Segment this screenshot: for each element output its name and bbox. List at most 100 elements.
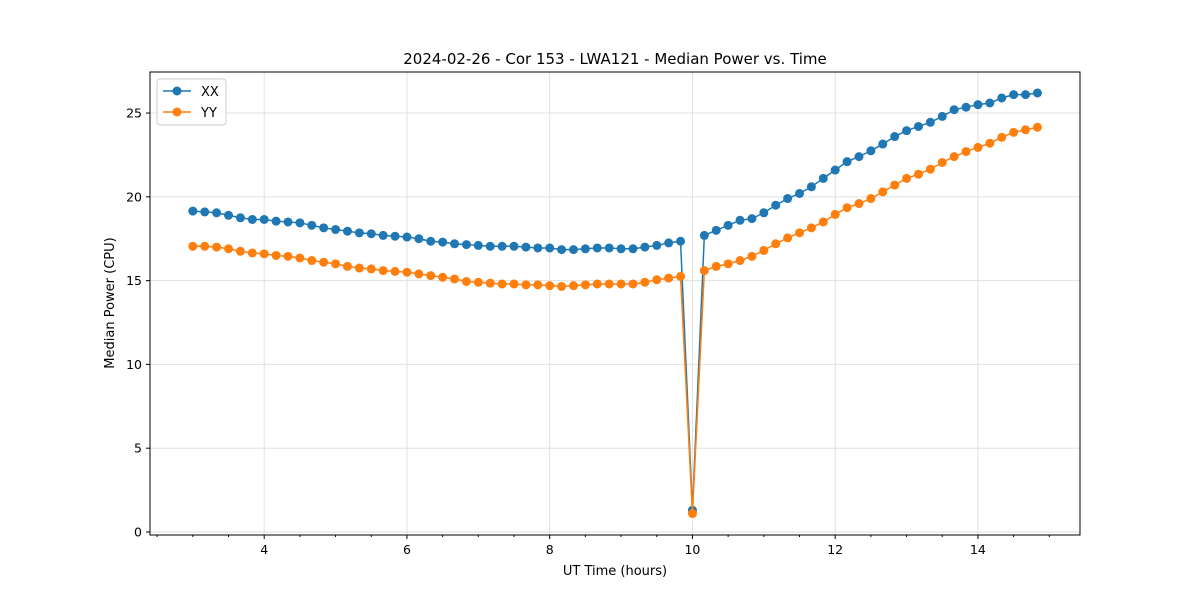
data-point-yy <box>461 276 471 286</box>
data-point-yy <box>866 194 876 204</box>
data-point-yy <box>247 248 257 258</box>
legend-marker-xx <box>172 86 182 96</box>
data-point-xx <box>557 245 567 255</box>
y-tick-label: 5 <box>134 441 142 456</box>
data-point-xx <box>450 239 460 249</box>
data-point-yy <box>497 279 507 289</box>
data-point-yy <box>402 267 412 277</box>
data-point-yy <box>283 251 293 261</box>
data-point-yy <box>414 269 424 279</box>
data-point-xx <box>212 208 222 218</box>
data-point-xx <box>759 208 769 218</box>
data-point-yy <box>711 261 721 271</box>
data-point-yy <box>795 228 805 238</box>
data-point-xx <box>259 214 269 224</box>
data-point-xx <box>937 111 947 121</box>
data-point-yy <box>1032 122 1042 132</box>
y-tick-label: 15 <box>126 273 142 288</box>
data-point-yy <box>509 279 519 289</box>
data-point-xx <box>545 243 555 253</box>
data-point-xx <box>771 200 781 210</box>
data-point-yy <box>533 280 543 290</box>
data-point-yy <box>366 264 376 274</box>
data-point-xx <box>854 152 864 162</box>
data-point-xx <box>461 240 471 250</box>
data-point-xx <box>973 100 983 110</box>
data-point-yy <box>224 244 234 254</box>
x-tick-label: 14 <box>970 542 986 557</box>
legend-marker-yy <box>172 107 182 117</box>
data-point-yy <box>557 281 567 291</box>
data-point-yy <box>699 266 709 276</box>
data-point-yy <box>747 251 757 261</box>
data-point-xx <box>711 225 721 235</box>
data-point-yy <box>640 277 650 287</box>
data-point-yy <box>545 281 555 291</box>
data-point-yy <box>723 259 733 269</box>
legend: XX YY <box>156 78 227 126</box>
data-point-yy <box>604 279 614 289</box>
data-point-xx <box>699 230 709 240</box>
data-point-yy <box>592 279 602 289</box>
data-point-yy <box>450 274 460 284</box>
data-point-xx <box>723 220 733 230</box>
data-point-xx <box>224 210 234 220</box>
data-point-xx <box>747 214 757 224</box>
data-point-yy <box>378 266 388 276</box>
data-point-yy <box>485 278 495 288</box>
y-tick-label: 10 <box>126 357 142 372</box>
data-point-yy <box>830 209 840 219</box>
legend-label-yy: YY <box>200 106 217 121</box>
data-point-xx <box>902 126 912 136</box>
data-point-yy <box>580 280 590 290</box>
data-point-yy <box>687 509 697 519</box>
data-point-yy <box>628 279 638 289</box>
data-point-yy <box>985 138 995 148</box>
data-point-xx <box>818 173 828 183</box>
data-point-xx <box>521 242 531 252</box>
data-point-xx <box>806 182 816 192</box>
data-point-xx <box>235 213 245 223</box>
data-point-xx <box>485 241 495 251</box>
data-point-xx <box>342 226 352 236</box>
data-point-xx <box>783 194 793 204</box>
data-point-xx <box>830 165 840 175</box>
data-point-yy <box>568 281 578 291</box>
chart-title: 2024-02-26 - Cor 153 - LWA121 - Median P… <box>403 50 827 68</box>
data-point-yy <box>973 142 983 152</box>
data-point-xx <box>568 245 578 255</box>
data-point-xx <box>640 242 650 252</box>
data-point-yy <box>878 187 888 197</box>
data-point-xx <box>795 188 805 198</box>
data-point-yy <box>1009 127 1019 137</box>
series-line-xx <box>192 92 1038 511</box>
data-point-yy <box>212 242 222 252</box>
data-point-yy <box>1021 125 1031 135</box>
data-point-yy <box>188 241 198 251</box>
data-point-xx <box>200 207 210 217</box>
data-point-yy <box>676 271 686 281</box>
data-point-yy <box>735 256 745 266</box>
data-point-yy <box>806 223 816 233</box>
data-point-xx <box>271 216 281 226</box>
data-point-yy <box>438 272 448 282</box>
data-point-xx <box>1009 90 1019 100</box>
data-point-yy <box>652 275 662 285</box>
data-point-xx <box>438 237 448 247</box>
data-point-xx <box>985 98 995 108</box>
data-point-xx <box>331 225 341 235</box>
data-point-yy <box>818 217 828 227</box>
plot-frame <box>149 71 1081 536</box>
data-point-yy <box>997 132 1007 142</box>
data-point-yy <box>331 259 341 269</box>
x-tick-label: 4 <box>260 542 268 557</box>
data-point-yy <box>783 233 793 243</box>
data-point-xx <box>390 231 400 241</box>
data-point-xx <box>961 102 971 112</box>
data-point-xx <box>1032 88 1042 98</box>
data-point-yy <box>937 157 947 167</box>
series-xx <box>188 88 1042 515</box>
x-tick-label: 12 <box>827 542 843 557</box>
data-point-xx <box>188 206 198 216</box>
data-point-xx <box>866 146 876 156</box>
